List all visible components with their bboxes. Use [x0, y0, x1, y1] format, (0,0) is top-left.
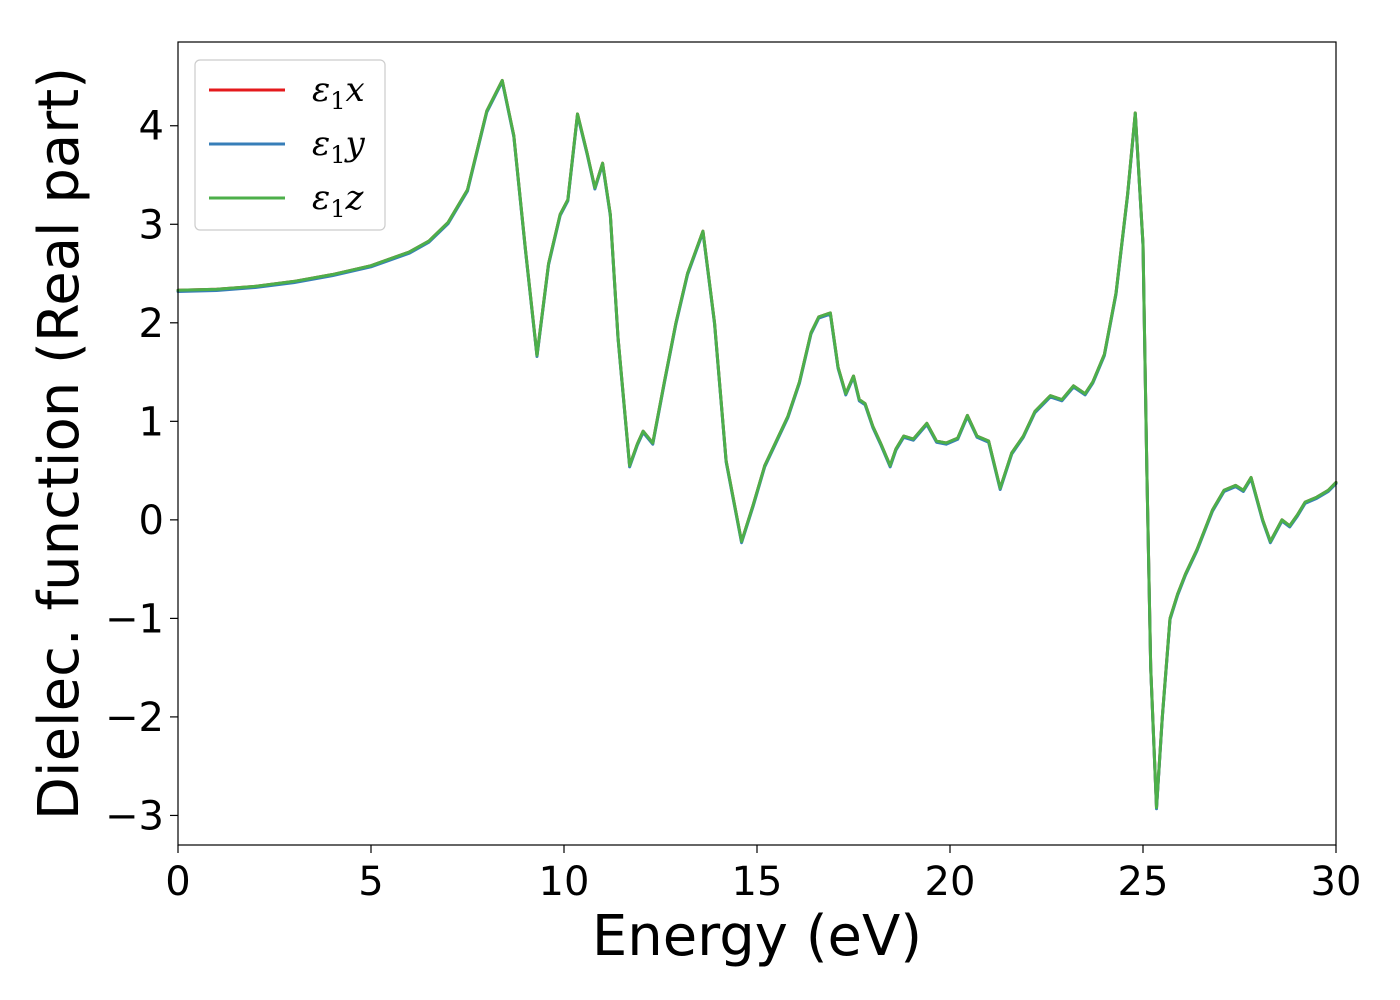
y-axis: −3 −2 −1 0 1 2 3 4	[105, 104, 178, 839]
legend-box	[194, 59, 386, 231]
x-axis-label: Energy (eV)	[592, 904, 922, 969]
y-tick-label: 1	[139, 399, 164, 445]
y-tick-label: 2	[139, 301, 164, 347]
legend-label-3: ε1z	[312, 178, 365, 223]
y-tick-label: −2	[105, 695, 164, 741]
y-tick-label: −3	[105, 793, 164, 839]
x-tick-label: 0	[165, 859, 190, 905]
y-axis-label: Dielec. function (Real part)	[27, 67, 92, 820]
x-tick-label: 5	[358, 859, 383, 905]
legend-label-2: ε1y	[312, 124, 366, 169]
legend: ε1x ε1y ε1z	[194, 59, 386, 231]
y-tick-label: 0	[139, 498, 164, 544]
legend-label-1: ε1x	[312, 70, 365, 115]
plot-lines	[176, 78, 1338, 811]
x-axis: 0 5 10 15 20 25 30	[165, 845, 1361, 905]
y-tick-label: −1	[105, 596, 164, 642]
y-tick-label: 3	[139, 202, 164, 248]
x-tick-label: 30	[1311, 859, 1362, 905]
x-tick-label: 20	[925, 859, 976, 905]
series-line-3	[176, 78, 1338, 810]
x-tick-label: 25	[1118, 859, 1169, 905]
x-tick-label: 15	[732, 859, 783, 905]
x-tick-label: 10	[539, 859, 590, 905]
y-tick-label: 4	[139, 104, 164, 150]
